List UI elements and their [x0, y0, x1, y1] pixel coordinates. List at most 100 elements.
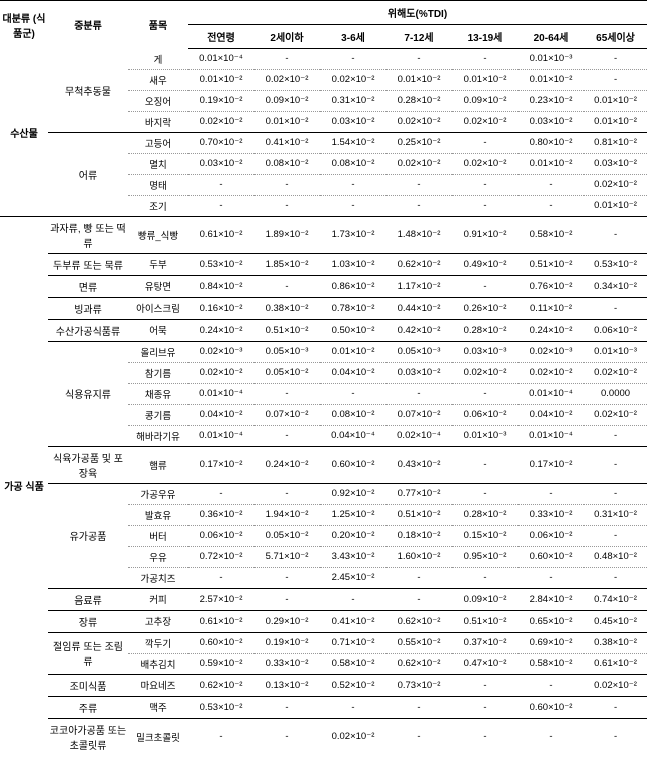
- cat2-cell: 주류: [48, 696, 128, 718]
- value-cell: -: [386, 383, 452, 404]
- value-cell: -: [188, 483, 254, 504]
- value-cell: 0.36×10⁻²: [188, 504, 254, 525]
- cat2-cell: 음료류: [48, 588, 128, 610]
- cat2-cell: 어류: [48, 132, 128, 216]
- value-cell: 1.17×10⁻²: [386, 275, 452, 297]
- value-cell: 0.05×10⁻³: [386, 341, 452, 362]
- value-cell: 0.53×10⁻²: [584, 253, 647, 275]
- value-cell: 0.72×10⁻²: [188, 546, 254, 567]
- cat1-cell: 가공 식품: [0, 216, 48, 755]
- value-cell: -: [584, 216, 647, 253]
- value-cell: 0.47×10⁻²: [452, 653, 518, 674]
- value-cell: 0.06×10⁻²: [518, 525, 584, 546]
- item-cell: 아이스크림: [128, 297, 188, 319]
- value-cell: 1.89×10⁻²: [254, 216, 320, 253]
- value-cell: 0.06×10⁻²: [188, 525, 254, 546]
- value-cell: 0.62×10⁻²: [188, 674, 254, 696]
- value-cell: -: [452, 174, 518, 195]
- value-cell: -: [254, 195, 320, 216]
- value-cell: 0.23×10⁻²: [518, 90, 584, 111]
- value-cell: 2.45×10⁻²: [320, 567, 386, 588]
- cat2-cell: 면류: [48, 275, 128, 297]
- value-cell: 0.01×10⁻²: [254, 111, 320, 132]
- item-cell: 게: [128, 49, 188, 70]
- value-cell: 0.92×10⁻²: [320, 483, 386, 504]
- value-cell: -: [386, 696, 452, 718]
- value-cell: 0.01×10⁻²: [584, 90, 647, 111]
- item-cell: 햄류: [128, 446, 188, 483]
- item-cell: 명태: [128, 174, 188, 195]
- value-cell: 0.84×10⁻²: [188, 275, 254, 297]
- item-cell: 참기름: [128, 362, 188, 383]
- item-cell: 고등어: [128, 132, 188, 153]
- value-cell: -: [518, 567, 584, 588]
- value-cell: 0.65×10⁻²: [518, 610, 584, 632]
- value-cell: 0.02×10⁻⁴: [386, 425, 452, 446]
- value-cell: 0.08×10⁻²: [320, 153, 386, 174]
- value-cell: 0.15×10⁻²: [452, 525, 518, 546]
- item-cell: 콩기름: [128, 404, 188, 425]
- value-cell: -: [320, 174, 386, 195]
- value-cell: 0.24×10⁻²: [188, 319, 254, 341]
- value-cell: 0.24×10⁻²: [518, 319, 584, 341]
- header-age1: 전연령: [188, 25, 254, 49]
- item-cell: 버터: [128, 525, 188, 546]
- value-cell: 0.51×10⁻²: [452, 610, 518, 632]
- value-cell: -: [320, 383, 386, 404]
- value-cell: 2.57×10⁻²: [188, 588, 254, 610]
- item-cell: 올리브유: [128, 341, 188, 362]
- value-cell: 0.91×10⁻²: [452, 216, 518, 253]
- value-cell: -: [584, 425, 647, 446]
- value-cell: 0.02×10⁻²: [584, 674, 647, 696]
- value-cell: 0.03×10⁻²: [188, 153, 254, 174]
- value-cell: -: [254, 588, 320, 610]
- item-cell: 가공우유: [128, 483, 188, 504]
- value-cell: 0.16×10⁻²: [188, 297, 254, 319]
- cat2-cell: 절임류 또는 조림류: [48, 632, 128, 674]
- value-cell: 5.71×10⁻²: [254, 546, 320, 567]
- value-cell: -: [518, 718, 584, 755]
- value-cell: 0.02×10⁻²: [584, 404, 647, 425]
- value-cell: -: [386, 49, 452, 70]
- value-cell: 0.37×10⁻²: [452, 632, 518, 653]
- value-cell: 0.60×10⁻²: [518, 696, 584, 718]
- value-cell: -: [254, 567, 320, 588]
- cat2-cell: 무척추동물: [48, 49, 128, 133]
- value-cell: 0.02×10⁻²: [254, 69, 320, 90]
- value-cell: -: [254, 696, 320, 718]
- value-cell: 0.78×10⁻²: [320, 297, 386, 319]
- value-cell: 0.60×10⁻²: [320, 446, 386, 483]
- item-cell: 새우: [128, 69, 188, 90]
- value-cell: -: [584, 696, 647, 718]
- value-cell: 1.73×10⁻²: [320, 216, 386, 253]
- value-cell: 0.02×10⁻²: [584, 174, 647, 195]
- item-cell: 밀크초콜릿: [128, 718, 188, 755]
- value-cell: -: [320, 696, 386, 718]
- value-cell: 0.33×10⁻²: [518, 504, 584, 525]
- value-cell: 0.69×10⁻²: [518, 632, 584, 653]
- value-cell: 0.70×10⁻²: [188, 132, 254, 153]
- value-cell: -: [584, 446, 647, 483]
- value-cell: 0.02×10⁻²: [452, 153, 518, 174]
- value-cell: 0.04×10⁻⁴: [320, 425, 386, 446]
- value-cell: 1.85×10⁻²: [254, 253, 320, 275]
- value-cell: -: [320, 195, 386, 216]
- value-cell: -: [452, 132, 518, 153]
- value-cell: 0.03×10⁻²: [584, 153, 647, 174]
- value-cell: 0.02×10⁻²: [452, 111, 518, 132]
- value-cell: 0.02×10⁻²: [188, 111, 254, 132]
- value-cell: 0.13×10⁻²: [254, 674, 320, 696]
- value-cell: 0.01×10⁻⁴: [188, 49, 254, 70]
- cat1-cell: 수산물: [0, 49, 48, 217]
- value-cell: 0.58×10⁻²: [518, 653, 584, 674]
- value-cell: 0.38×10⁻²: [584, 632, 647, 653]
- value-cell: 0.53×10⁻²: [188, 696, 254, 718]
- value-cell: 0.01×10⁻²: [584, 195, 647, 216]
- value-cell: 0.03×10⁻²: [518, 111, 584, 132]
- value-cell: 0.01×10⁻⁴: [518, 425, 584, 446]
- header-cat1: 대분류 (식품군): [0, 1, 48, 49]
- value-cell: 0.0000: [584, 383, 647, 404]
- value-cell: -: [452, 275, 518, 297]
- item-cell: 마요네즈: [128, 674, 188, 696]
- item-cell: 두부: [128, 253, 188, 275]
